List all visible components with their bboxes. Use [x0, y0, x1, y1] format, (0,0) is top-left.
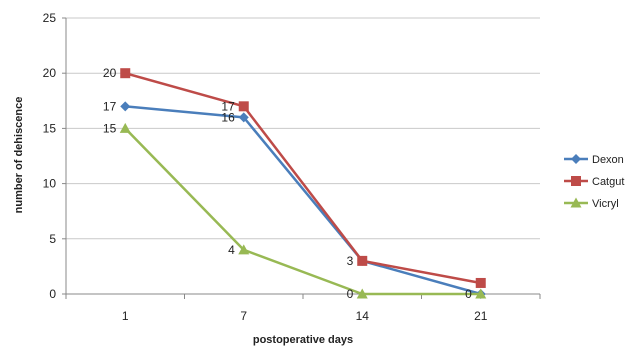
data-label-vicryl: 4 [228, 243, 235, 257]
legend-marker-dexon [571, 154, 581, 164]
legend-marker-catgut [571, 176, 581, 186]
data-point-catgut [475, 277, 486, 288]
data-label-catgut: 17 [221, 99, 235, 113]
y-tick-label: 25 [43, 11, 57, 25]
x-tick-label: 7 [240, 309, 247, 323]
data-point-vicryl [475, 288, 487, 299]
data-point-vicryl [356, 288, 368, 299]
legend-label-vicryl: Vicryl [592, 198, 619, 210]
legend-label-catgut: Catgut [592, 176, 624, 188]
y-axis-title: number of dehiscence [13, 97, 25, 214]
axes [62, 17, 541, 299]
data-point-dexon [120, 101, 131, 112]
legend: Dexon Catgut Vicryl [564, 154, 624, 210]
series-line-dexon [125, 105, 482, 296]
series-line-vicryl [124, 127, 481, 296]
y-tick-label: 20 [43, 66, 57, 80]
series-group [119, 68, 487, 299]
data-label-vicryl: 15 [103, 121, 117, 135]
data-label-dexon: 16 [221, 110, 235, 124]
x-tick-label: 14 [356, 309, 370, 323]
data-point-dexon [238, 112, 249, 123]
y-tick-label: 5 [49, 232, 56, 246]
x-tick-label: 21 [474, 309, 488, 323]
y-tick-label: 0 [49, 287, 56, 301]
data-label-vicryl: 0 [347, 287, 354, 301]
series-line-catgut [124, 71, 481, 285]
data-label-dexon: 0 [465, 287, 472, 301]
x-tick-label: 1 [122, 309, 129, 323]
y-tick-label: 10 [43, 177, 57, 191]
gridlines [66, 17, 540, 240]
data-point-catgut [357, 255, 368, 266]
legend-label-dexon: Dexon [592, 154, 624, 166]
data-point-vicryl [119, 122, 131, 133]
x-tick-labels: 1 7 14 21 [122, 309, 488, 323]
data-label-catgut: 3 [347, 254, 354, 268]
data-label-catgut: 20 [103, 66, 117, 80]
data-label-dexon: 17 [103, 99, 117, 113]
data-point-vicryl [238, 244, 250, 255]
y-tick-labels: 0 5 10 15 20 25 [43, 11, 57, 301]
y-tick-label: 15 [43, 121, 57, 135]
legend-marker-vicryl [570, 197, 582, 208]
data-point-catgut [120, 68, 131, 79]
x-axis-title: postoperative days [253, 334, 353, 346]
data-point-catgut [238, 101, 249, 112]
